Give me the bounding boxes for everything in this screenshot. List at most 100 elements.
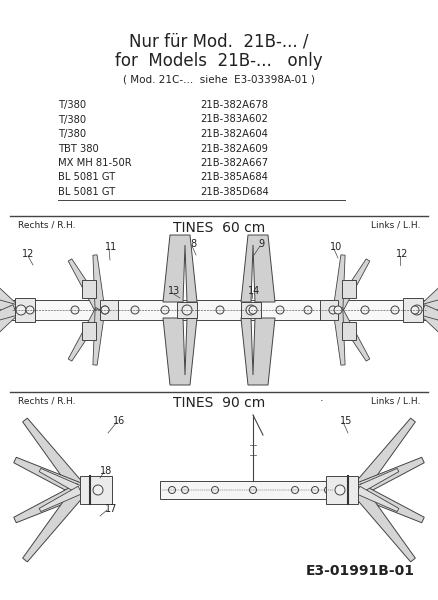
Circle shape [16, 305, 26, 315]
Polygon shape [163, 235, 197, 302]
Polygon shape [241, 235, 275, 302]
Polygon shape [39, 486, 82, 512]
Text: T/380: T/380 [58, 100, 86, 110]
Bar [326, 476, 358, 504]
Polygon shape [68, 259, 104, 313]
Text: 17: 17 [105, 504, 117, 514]
Polygon shape [334, 259, 370, 313]
Polygon shape [419, 268, 438, 314]
Circle shape [412, 305, 422, 315]
Polygon shape [163, 318, 197, 385]
Bar [82, 280, 96, 298]
Text: Nur für Mod.  21B-... /: Nur für Mod. 21B-... / [129, 32, 309, 50]
Text: 16: 16 [113, 416, 125, 426]
Text: TBT 380: TBT 380 [58, 143, 99, 154]
Polygon shape [355, 457, 424, 496]
Polygon shape [334, 307, 370, 361]
Polygon shape [68, 307, 104, 361]
Bar [177, 302, 197, 318]
Bar [15, 298, 35, 322]
Bar [342, 322, 356, 340]
Polygon shape [356, 486, 399, 512]
Polygon shape [421, 305, 438, 327]
Text: 21B-382A667: 21B-382A667 [200, 158, 268, 168]
Circle shape [169, 487, 176, 493]
Bar [241, 302, 261, 318]
Text: BL 5081 GT: BL 5081 GT [58, 187, 115, 197]
Circle shape [131, 306, 139, 314]
Text: 11: 11 [105, 242, 117, 252]
Bar [403, 298, 423, 322]
Polygon shape [14, 457, 83, 496]
Text: T/380: T/380 [58, 129, 86, 139]
Bar [82, 322, 96, 340]
Text: 21B-382A609: 21B-382A609 [200, 143, 268, 154]
Polygon shape [14, 484, 83, 523]
Circle shape [292, 487, 299, 493]
Circle shape [361, 306, 369, 314]
Circle shape [212, 487, 219, 493]
Text: 21B-385D684: 21B-385D684 [200, 187, 269, 197]
Text: 21B-382A604: 21B-382A604 [200, 129, 268, 139]
Text: 8: 8 [190, 239, 196, 249]
Circle shape [276, 306, 284, 314]
Text: BL 5081 GT: BL 5081 GT [58, 173, 115, 182]
Circle shape [93, 485, 103, 495]
Polygon shape [93, 310, 105, 365]
Text: Links / L.H.: Links / L.H. [371, 221, 420, 230]
Text: Rechts / R.H.: Rechts / R.H. [18, 221, 75, 230]
Circle shape [161, 306, 169, 314]
Text: Links / L.H.: Links / L.H. [371, 396, 420, 405]
Circle shape [101, 306, 109, 314]
Polygon shape [0, 306, 19, 352]
Text: 12: 12 [22, 249, 34, 259]
Circle shape [391, 306, 399, 314]
Circle shape [304, 306, 312, 314]
Text: 10: 10 [330, 242, 342, 252]
Polygon shape [356, 469, 399, 494]
Circle shape [216, 306, 224, 314]
Text: E3-01991B-01: E3-01991B-01 [306, 564, 415, 578]
Bar [10, 300, 428, 320]
Text: T/380: T/380 [58, 115, 86, 124]
Text: TINES  60 cm: TINES 60 cm [173, 221, 265, 235]
Polygon shape [0, 305, 17, 327]
Polygon shape [0, 268, 19, 314]
Circle shape [325, 487, 332, 493]
Circle shape [181, 487, 188, 493]
Circle shape [334, 306, 342, 314]
Polygon shape [0, 293, 17, 315]
Text: ( Mod. 21C-...  siehe  E3-03398A-01 ): ( Mod. 21C-... siehe E3-03398A-01 ) [123, 74, 315, 84]
Polygon shape [353, 418, 415, 494]
Text: 12: 12 [396, 249, 408, 259]
Polygon shape [241, 318, 275, 385]
Polygon shape [23, 418, 85, 494]
Text: 14: 14 [248, 286, 260, 296]
Text: 21B-385A684: 21B-385A684 [200, 173, 268, 182]
Polygon shape [419, 306, 438, 352]
Polygon shape [353, 485, 415, 562]
Text: 13: 13 [168, 286, 180, 296]
Text: for  Models  21B-...   only: for Models 21B-... only [115, 52, 323, 70]
Polygon shape [39, 469, 82, 494]
Polygon shape [355, 484, 424, 523]
Circle shape [311, 487, 318, 493]
Bar [342, 280, 356, 298]
Polygon shape [333, 255, 345, 310]
Circle shape [329, 306, 337, 314]
Text: 21B-382A678: 21B-382A678 [200, 100, 268, 110]
Circle shape [246, 305, 256, 315]
Bar [100, 300, 118, 320]
Text: TINES  90 cm: TINES 90 cm [173, 396, 265, 410]
Text: ·: · [320, 396, 324, 406]
Circle shape [26, 306, 34, 314]
Text: Rechts / R.H.: Rechts / R.H. [18, 396, 75, 405]
Polygon shape [93, 255, 105, 310]
Circle shape [101, 306, 109, 314]
Polygon shape [333, 310, 345, 365]
Bar [80, 476, 112, 504]
Text: MX MH 81-50R: MX MH 81-50R [58, 158, 132, 168]
Circle shape [411, 306, 419, 314]
Circle shape [182, 305, 192, 315]
Text: 21B-383A602: 21B-383A602 [200, 115, 268, 124]
